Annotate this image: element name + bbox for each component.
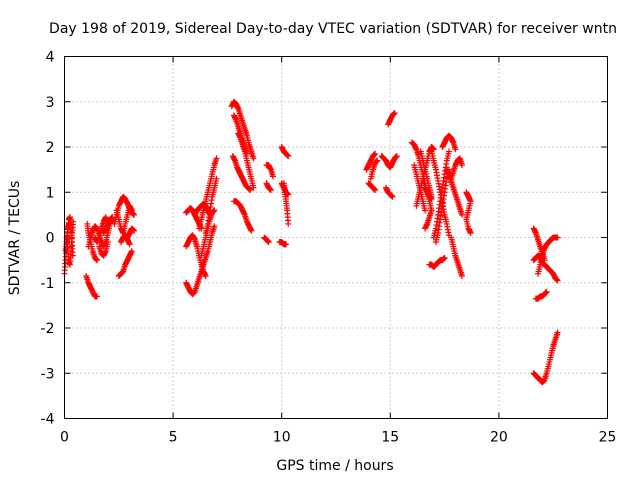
y-tick-label: -4 <box>41 412 55 428</box>
data-point <box>285 153 292 160</box>
y-tick-label: 2 <box>46 140 55 156</box>
data-point <box>213 175 220 182</box>
x-tick-label: 25 <box>599 430 617 446</box>
data-point <box>458 211 465 218</box>
data-point <box>374 157 381 164</box>
data-point <box>104 239 111 246</box>
x-tick-label: 5 <box>169 430 178 446</box>
data-point <box>452 146 459 153</box>
data-point <box>445 148 452 155</box>
data-point <box>94 293 101 300</box>
data-point <box>554 234 561 241</box>
data-point <box>70 218 77 225</box>
data-point <box>283 241 290 248</box>
data-point <box>458 272 465 279</box>
data-point <box>458 162 465 169</box>
data-point <box>128 248 135 255</box>
data-point <box>126 241 133 248</box>
data-point <box>202 272 209 279</box>
data-point <box>131 211 138 218</box>
x-tick-label: 15 <box>381 430 399 446</box>
plot-frame <box>64 56 608 419</box>
data-point <box>131 227 138 234</box>
y-axis-label: SDTVAR / TECUs <box>7 181 23 296</box>
data-point <box>248 227 255 234</box>
chart-title: Day 198 of 2019, Sidereal Day-to-day VTE… <box>49 21 617 37</box>
data-point <box>467 229 474 236</box>
x-tick-label: 0 <box>60 430 69 446</box>
data-point <box>428 196 435 203</box>
data-point <box>389 193 396 200</box>
data-point <box>270 173 277 180</box>
y-tick-label: 1 <box>46 185 55 201</box>
data-point <box>267 186 274 193</box>
x-tick-labels: 0 5 10 15 20 25 <box>60 430 616 446</box>
data-point <box>213 155 220 162</box>
x-tick-label: 20 <box>490 430 508 446</box>
data-point <box>265 239 272 246</box>
data-point <box>102 214 109 221</box>
y-tick-label: -2 <box>41 321 55 337</box>
y-tick-labels: -4 -3 -2 -1 0 1 2 3 4 <box>41 50 55 428</box>
y-tick-label: 3 <box>46 95 55 111</box>
data-points <box>61 98 561 386</box>
data-point <box>422 207 429 214</box>
axis-ticks <box>64 56 608 419</box>
y-tick-label: -1 <box>41 276 55 292</box>
y-tick-label: 4 <box>46 50 55 66</box>
data-point <box>128 207 135 214</box>
data-point <box>94 257 101 264</box>
data-point <box>554 329 561 336</box>
grid-lines <box>64 56 608 419</box>
data-point <box>65 220 72 227</box>
y-tick-label: 0 <box>46 231 55 247</box>
data-point <box>372 186 379 193</box>
x-axis-label: GPS time / hours <box>276 458 393 474</box>
y-tick-label: -3 <box>41 366 55 382</box>
data-point <box>211 223 218 230</box>
data-point <box>285 220 292 227</box>
data-point <box>391 110 398 117</box>
data-point <box>247 186 254 193</box>
data-point <box>441 254 448 261</box>
data-point <box>372 150 379 157</box>
data-point <box>393 153 400 160</box>
data-point <box>250 155 257 162</box>
data-point <box>428 207 435 214</box>
data-point <box>554 277 561 284</box>
data-point <box>250 184 257 191</box>
data-point <box>543 288 550 295</box>
x-tick-label: 10 <box>273 430 291 446</box>
